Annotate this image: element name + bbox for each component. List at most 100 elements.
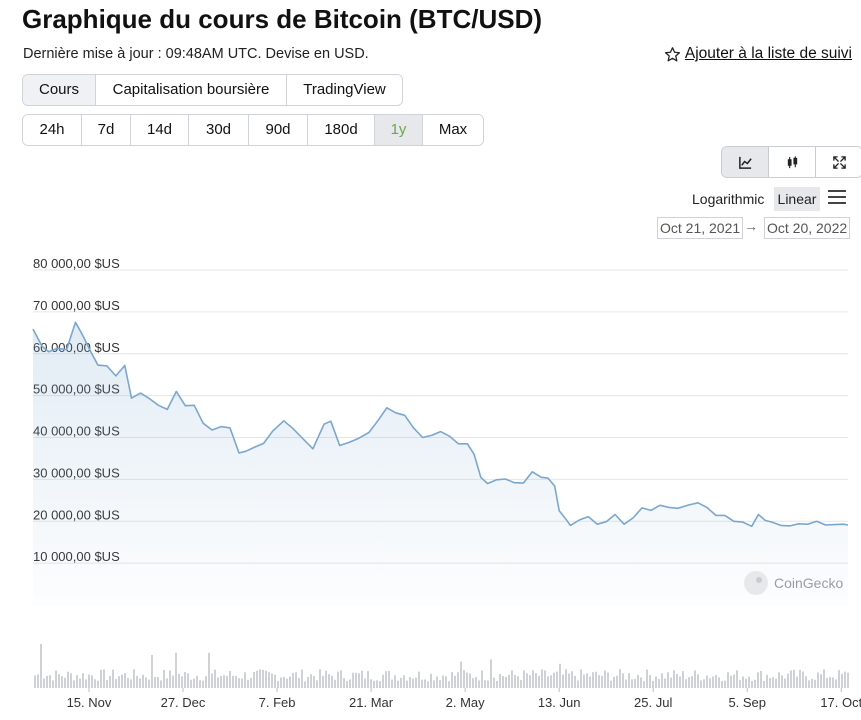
last-updated-text: Dernière mise à jour : 09:48AM UTC. Devi… xyxy=(23,46,369,62)
volume-bar xyxy=(283,676,285,688)
volume-bar xyxy=(700,680,702,688)
volume-bar xyxy=(655,676,657,688)
volume-bar xyxy=(739,680,741,688)
volume-bar xyxy=(139,678,141,688)
add-to-watchlist-link[interactable]: Ajouter à la liste de suivi xyxy=(664,45,852,63)
volume-bar xyxy=(727,672,729,688)
volume-bar xyxy=(463,669,465,688)
line-chart-button[interactable] xyxy=(722,147,769,177)
volume-bar xyxy=(262,669,264,688)
volume-bar xyxy=(319,669,321,688)
price-line xyxy=(32,321,849,528)
volume-bar xyxy=(835,679,837,688)
range-90d-button[interactable]: 90d xyxy=(249,115,308,145)
date-from-input[interactable]: Oct 21, 2021 xyxy=(657,217,744,239)
volume-bar xyxy=(562,674,564,688)
volume-bar xyxy=(559,663,561,688)
candlestick-icon xyxy=(787,155,797,168)
x-tick-label: 21. Mar xyxy=(349,695,394,710)
range-max-button[interactable]: Max xyxy=(423,115,483,145)
volume-bar xyxy=(142,674,144,688)
volume-bar xyxy=(478,680,480,688)
volume-bar xyxy=(280,677,282,688)
volume-bar xyxy=(331,675,333,688)
volume-bar xyxy=(625,679,627,688)
volume-bar xyxy=(826,677,828,688)
range-24h-button[interactable]: 24h xyxy=(23,115,82,145)
volume-bar xyxy=(256,670,258,688)
volume-bar xyxy=(604,670,606,688)
tab-tradingview[interactable]: TradingView xyxy=(287,75,402,105)
volume-bar xyxy=(328,674,330,688)
volume-bar xyxy=(682,671,684,688)
date-to-input[interactable]: Oct 20, 2022 xyxy=(764,217,851,239)
volume-bar xyxy=(367,671,369,688)
tab-price[interactable]: Cours xyxy=(23,75,96,105)
volume-bar xyxy=(214,669,216,688)
volume-bar xyxy=(601,675,603,688)
hamburger-menu-icon[interactable] xyxy=(828,190,846,206)
volume-bar xyxy=(637,674,639,688)
volume-bar xyxy=(466,672,468,688)
volume-bar xyxy=(400,677,402,688)
volume-bar xyxy=(394,675,396,688)
tab-market-cap[interactable]: Capitalisation boursière xyxy=(96,75,287,105)
range-1y-button[interactable]: 1y xyxy=(375,115,423,145)
volume-bar xyxy=(685,679,687,688)
volume-bar xyxy=(454,675,456,688)
volume-bar xyxy=(760,670,762,688)
volume-bar xyxy=(646,669,648,688)
volume-bar xyxy=(484,680,486,688)
volume-bar xyxy=(334,679,336,688)
range-14d-button[interactable]: 14d xyxy=(131,115,189,145)
volume-bar xyxy=(151,655,153,688)
volume-bar xyxy=(265,670,267,688)
volume-bar xyxy=(703,679,705,688)
candlestick-chart-button[interactable] xyxy=(769,147,816,177)
volume-bar xyxy=(223,675,225,688)
volume-bar xyxy=(709,678,711,688)
volume-bar xyxy=(343,678,345,688)
volume-bar xyxy=(133,669,135,688)
volume-bar xyxy=(109,675,111,688)
volume-bar xyxy=(661,673,663,688)
volume-bar xyxy=(571,671,573,688)
volume-bar xyxy=(253,671,255,688)
volume-bar xyxy=(346,681,348,688)
volume-bar xyxy=(175,652,177,688)
x-tick-label: 15. Nov xyxy=(67,695,112,710)
volume-bar xyxy=(532,670,534,688)
volume-bar xyxy=(823,669,825,688)
volume-bar xyxy=(415,677,417,688)
volume-bar xyxy=(766,674,768,688)
volume-bar xyxy=(43,678,45,688)
volume-bar xyxy=(34,675,36,688)
volume-bar xyxy=(718,677,720,688)
linear-scale-button[interactable]: Linear xyxy=(774,187,820,211)
coingecko-watermark: CoinGecko xyxy=(774,575,843,591)
volume-bar xyxy=(523,670,525,688)
volume-bar xyxy=(232,675,234,688)
volume-bar xyxy=(85,679,87,688)
volume-bar xyxy=(241,678,243,688)
volume-bar xyxy=(520,679,522,688)
volume-bar xyxy=(676,674,678,688)
volume-bar xyxy=(433,680,435,688)
volume-bar xyxy=(742,676,744,688)
volume-bar xyxy=(289,676,291,688)
volume-bar xyxy=(658,679,660,688)
logarithmic-scale-button[interactable]: Logarithmic xyxy=(692,191,765,207)
range-30d-button[interactable]: 30d xyxy=(189,115,249,145)
range-180d-button[interactable]: 180d xyxy=(308,115,375,145)
volume-bar xyxy=(409,677,411,688)
volume-bar xyxy=(364,678,366,688)
volume-bar xyxy=(301,669,303,688)
volume-bar xyxy=(373,680,375,688)
volume-bar xyxy=(379,681,381,688)
range-7d-button[interactable]: 7d xyxy=(82,115,131,145)
volume-bar xyxy=(91,675,93,688)
fullscreen-button[interactable] xyxy=(816,147,861,177)
volume-bar xyxy=(808,680,810,688)
volume-bar xyxy=(712,676,714,688)
volume-bar xyxy=(574,675,576,688)
